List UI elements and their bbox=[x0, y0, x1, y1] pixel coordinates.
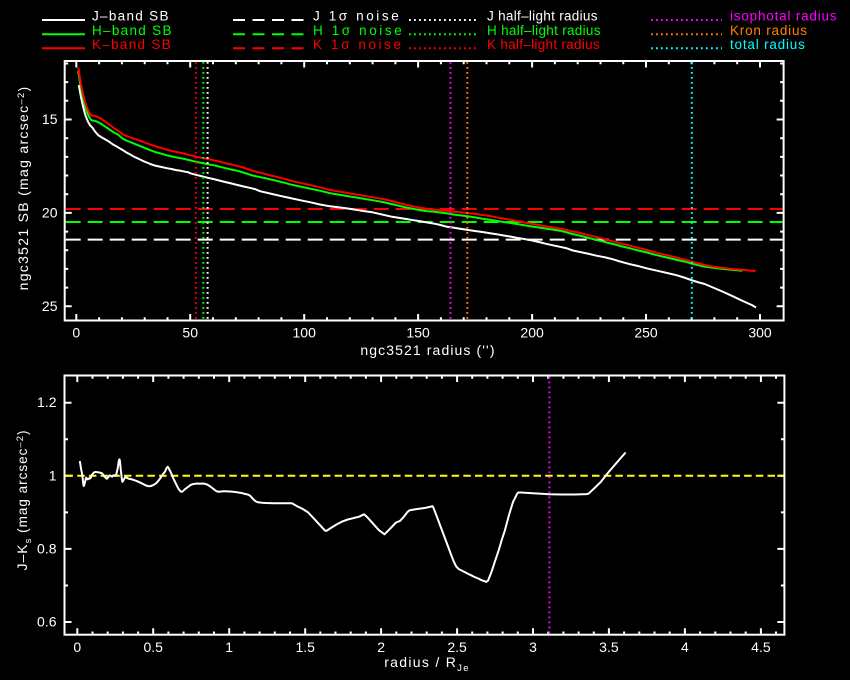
svg-text:J 1σ noise: J 1σ noise bbox=[313, 9, 401, 24]
svg-text:0: 0 bbox=[72, 325, 80, 341]
svg-text:Kron radius: Kron radius bbox=[730, 23, 808, 38]
svg-text:15: 15 bbox=[42, 111, 58, 127]
svg-text:H 1σ noise: H 1σ noise bbox=[313, 23, 404, 38]
svg-text:1: 1 bbox=[49, 467, 57, 483]
svg-text:50: 50 bbox=[182, 325, 198, 341]
svg-text:H–band SB: H–band SB bbox=[92, 23, 173, 38]
svg-text:2.5: 2.5 bbox=[447, 639, 467, 655]
svg-text:150: 150 bbox=[406, 325, 430, 341]
svg-text:0.6: 0.6 bbox=[37, 614, 57, 630]
svg-text:total radius: total radius bbox=[730, 37, 806, 52]
svg-text:K half–light radius: K half–light radius bbox=[487, 37, 600, 52]
svg-text:3.5: 3.5 bbox=[599, 639, 619, 655]
svg-text:J–Ks (mag arcsec–2): J–Ks (mag arcsec–2) bbox=[14, 430, 34, 571]
svg-text:100: 100 bbox=[293, 325, 317, 341]
svg-text:K–band SB: K–band SB bbox=[92, 37, 172, 52]
svg-text:isophotal radius: isophotal radius bbox=[730, 9, 837, 24]
svg-text:1: 1 bbox=[225, 639, 233, 655]
svg-text:4.5: 4.5 bbox=[751, 639, 771, 655]
svg-text:1.5: 1.5 bbox=[295, 639, 315, 655]
svg-text:25: 25 bbox=[42, 298, 58, 314]
svg-text:ngc3521 radius (''): ngc3521 radius ('') bbox=[360, 342, 495, 358]
svg-text:0.8: 0.8 bbox=[37, 540, 57, 556]
svg-text:H half–light radius: H half–light radius bbox=[487, 23, 601, 38]
svg-text:1.2: 1.2 bbox=[37, 394, 57, 410]
svg-text:J–band SB: J–band SB bbox=[92, 9, 170, 24]
svg-text:radius / RJe: radius / RJe bbox=[384, 654, 470, 674]
svg-text:0: 0 bbox=[73, 639, 81, 655]
svg-text:4: 4 bbox=[681, 639, 689, 655]
svg-text:K 1σ noise: K 1σ noise bbox=[313, 37, 404, 52]
svg-text:200: 200 bbox=[520, 325, 544, 341]
svg-text:J half–light radius: J half–light radius bbox=[487, 9, 598, 24]
svg-text:300: 300 bbox=[748, 325, 772, 341]
svg-text:20: 20 bbox=[42, 204, 58, 220]
svg-text:3: 3 bbox=[529, 639, 537, 655]
svg-text:2: 2 bbox=[377, 639, 385, 655]
svg-text:250: 250 bbox=[634, 325, 658, 341]
svg-text:0.5: 0.5 bbox=[143, 639, 163, 655]
svg-text:ngc3521 SB (mag arcsec–2): ngc3521 SB (mag arcsec–2) bbox=[15, 86, 31, 291]
